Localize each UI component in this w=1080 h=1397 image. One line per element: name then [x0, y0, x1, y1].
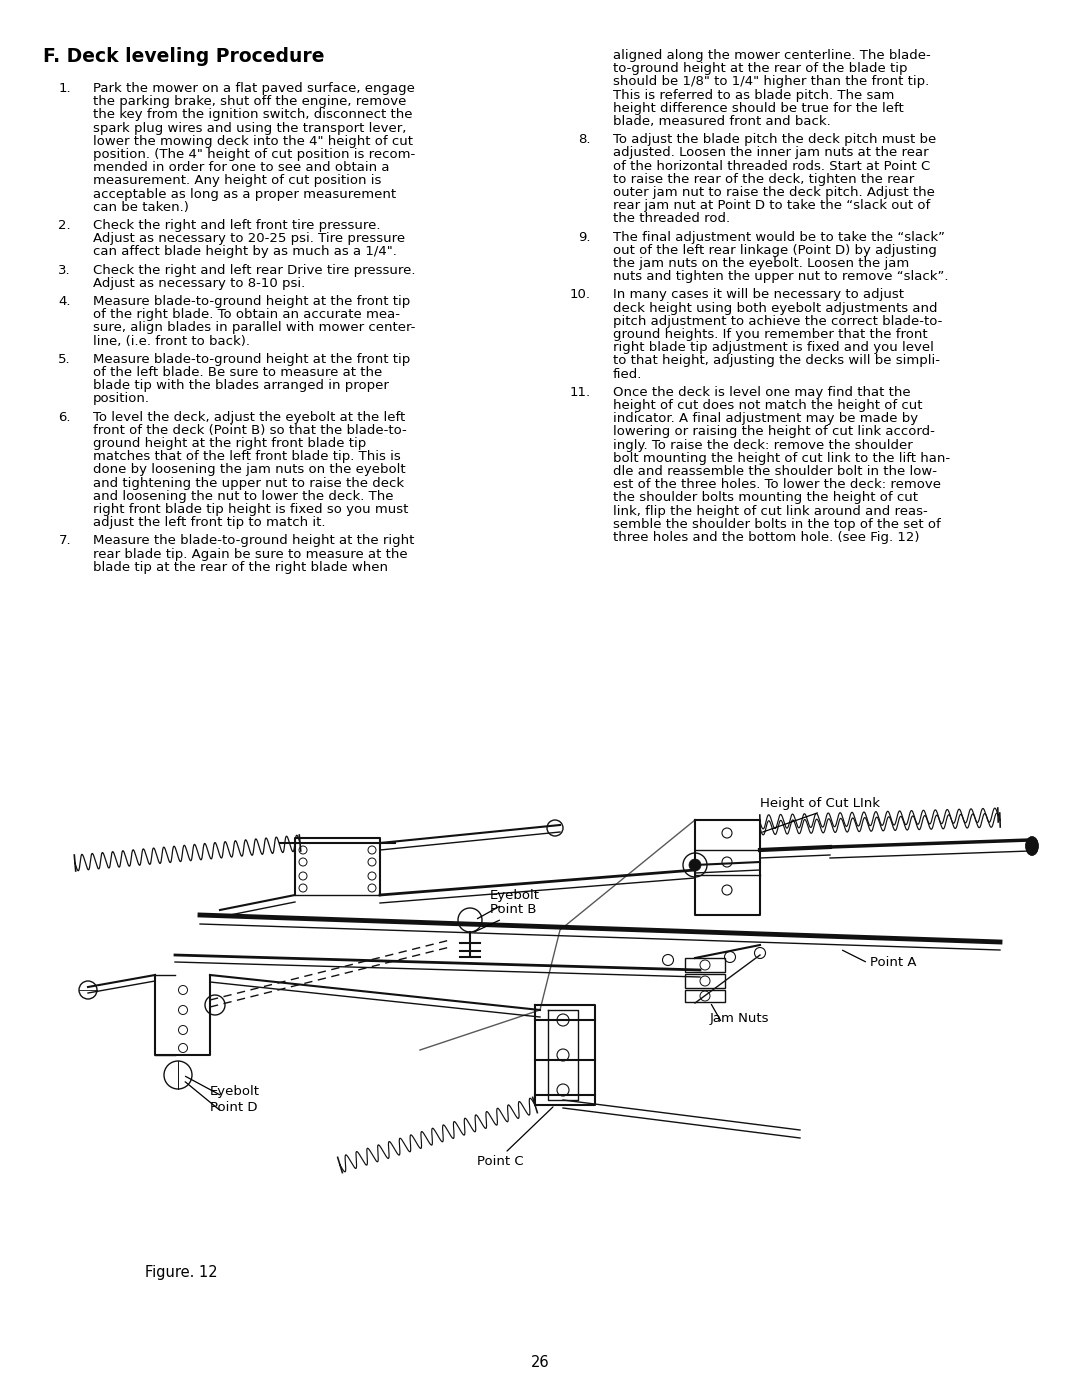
Text: should be 1/8" to 1/4" higher than the front tip.: should be 1/8" to 1/4" higher than the f… — [613, 75, 929, 88]
Text: fied.: fied. — [613, 367, 643, 380]
Text: The final adjustment would be to take the “slack”: The final adjustment would be to take th… — [613, 231, 945, 243]
Text: 7.: 7. — [58, 535, 71, 548]
Text: Jam Nuts: Jam Nuts — [710, 1011, 769, 1025]
Text: 10.: 10. — [570, 288, 591, 302]
Text: 11.: 11. — [570, 386, 591, 398]
Text: Eyebolt: Eyebolt — [490, 888, 540, 902]
Text: Eyebolt: Eyebolt — [210, 1085, 260, 1098]
Text: right front blade tip height is fixed so you must: right front blade tip height is fixed so… — [93, 503, 408, 515]
Text: In many cases it will be necessary to adjust: In many cases it will be necessary to ad… — [613, 288, 904, 302]
Text: Once the deck is level one may find that the: Once the deck is level one may find that… — [613, 386, 910, 398]
Text: the jam nuts on the eyebolt. Loosen the jam: the jam nuts on the eyebolt. Loosen the … — [613, 257, 909, 270]
Text: to that height, adjusting the decks will be simpli-: to that height, adjusting the decks will… — [613, 355, 940, 367]
Text: blade, measured front and back.: blade, measured front and back. — [613, 115, 831, 129]
Text: ingly. To raise the deck: remove the shoulder: ingly. To raise the deck: remove the sho… — [613, 439, 913, 451]
Text: adjusted. Loosen the inner jam nuts at the rear: adjusted. Loosen the inner jam nuts at t… — [613, 147, 929, 159]
Text: line, (i.e. front to back).: line, (i.e. front to back). — [93, 335, 249, 348]
Text: Figure. 12: Figure. 12 — [145, 1266, 218, 1280]
Text: out of the left rear linkage (Point D) by adjusting: out of the left rear linkage (Point D) b… — [613, 244, 936, 257]
Text: Measure the blade-to-ground height at the right: Measure the blade-to-ground height at th… — [93, 535, 415, 548]
Text: of the right blade. To obtain an accurate mea-: of the right blade. To obtain an accurat… — [93, 309, 400, 321]
Text: 5.: 5. — [58, 353, 71, 366]
Text: link, flip the height of cut link around and reas-: link, flip the height of cut link around… — [613, 504, 928, 518]
Text: To adjust the blade pitch the deck pitch must be: To adjust the blade pitch the deck pitch… — [613, 133, 936, 147]
Text: pitch adjustment to achieve the correct blade-to-: pitch adjustment to achieve the correct … — [613, 314, 943, 328]
Text: blade tip with the blades arranged in proper: blade tip with the blades arranged in pr… — [93, 379, 389, 393]
Text: Adjust as necessary to 8-10 psi.: Adjust as necessary to 8-10 psi. — [93, 277, 306, 289]
Text: three holes and the bottom hole. (see Fig. 12): three holes and the bottom hole. (see Fi… — [613, 531, 919, 543]
Circle shape — [689, 859, 701, 870]
Text: mended in order for one to see and obtain a: mended in order for one to see and obtai… — [93, 161, 390, 175]
Text: Point B: Point B — [490, 902, 537, 916]
Text: Measure blade-to-ground height at the front tip: Measure blade-to-ground height at the fr… — [93, 353, 410, 366]
Text: and loosening the nut to lower the deck. The: and loosening the nut to lower the deck.… — [93, 490, 393, 503]
Text: the shoulder bolts mounting the height of cut: the shoulder bolts mounting the height o… — [613, 492, 918, 504]
Text: the key from the ignition switch, disconnect the: the key from the ignition switch, discon… — [93, 109, 413, 122]
Bar — [685, 974, 725, 988]
Text: acceptable as long as a proper measurement: acceptable as long as a proper measureme… — [93, 187, 396, 201]
Text: ground heights. If you remember that the front: ground heights. If you remember that the… — [613, 328, 928, 341]
Text: to-ground height at the rear of the blade tip: to-ground height at the rear of the blad… — [613, 63, 907, 75]
Text: front of the deck (Point B) so that the blade-to-: front of the deck (Point B) so that the … — [93, 423, 407, 437]
Ellipse shape — [1026, 837, 1038, 855]
Text: est of the three holes. To lower the deck: remove: est of the three holes. To lower the dec… — [613, 478, 941, 492]
Text: 6.: 6. — [58, 411, 71, 423]
Text: Point A: Point A — [870, 957, 917, 970]
Text: of the horizontal threaded rods. Start at Point C: of the horizontal threaded rods. Start a… — [613, 159, 930, 173]
Text: Height of Cut LInk: Height of Cut LInk — [760, 798, 880, 810]
Text: and tightening the upper nut to raise the deck: and tightening the upper nut to raise th… — [93, 476, 404, 489]
Text: lowering or raising the height of cut link accord-: lowering or raising the height of cut li… — [613, 426, 935, 439]
Text: 2.: 2. — [58, 219, 71, 232]
Text: sure, align blades in parallel with mower center-: sure, align blades in parallel with mowe… — [93, 321, 416, 334]
Text: matches that of the left front blade tip. This is: matches that of the left front blade tip… — [93, 450, 401, 464]
Text: To level the deck, adjust the eyebolt at the left: To level the deck, adjust the eyebolt at… — [93, 411, 405, 423]
Text: nuts and tighten the upper nut to remove “slack”.: nuts and tighten the upper nut to remove… — [613, 270, 948, 284]
Text: 8.: 8. — [579, 133, 591, 147]
Text: semble the shoulder bolts in the top of the set of: semble the shoulder bolts in the top of … — [613, 518, 941, 531]
Text: can affect blade height by as much as a 1/4".: can affect blade height by as much as a … — [93, 246, 396, 258]
Text: height of cut does not match the height of cut: height of cut does not match the height … — [613, 400, 922, 412]
Text: spark plug wires and using the transport lever,: spark plug wires and using the transport… — [93, 122, 406, 134]
Text: Adjust as necessary to 20-25 psi. Tire pressure: Adjust as necessary to 20-25 psi. Tire p… — [93, 232, 405, 246]
Text: rear jam nut at Point D to take the “slack out of: rear jam nut at Point D to take the “sla… — [613, 200, 930, 212]
Text: dle and reassemble the shoulder bolt in the low-: dle and reassemble the shoulder bolt in … — [613, 465, 937, 478]
Text: 1.: 1. — [58, 82, 71, 95]
Text: height difference should be true for the left: height difference should be true for the… — [613, 102, 904, 115]
Text: deck height using both eyebolt adjustments and: deck height using both eyebolt adjustmen… — [613, 302, 937, 314]
Text: 9.: 9. — [579, 231, 591, 243]
Text: lower the mowing deck into the 4" height of cut: lower the mowing deck into the 4" height… — [93, 134, 413, 148]
Text: rear blade tip. Again be sure to measure at the: rear blade tip. Again be sure to measure… — [93, 548, 407, 560]
Text: Measure blade-to-ground height at the front tip: Measure blade-to-ground height at the fr… — [93, 295, 410, 307]
Text: 3.: 3. — [58, 264, 71, 277]
Text: F. Deck leveling Procedure: F. Deck leveling Procedure — [43, 47, 324, 66]
Text: This is referred to as blade pitch. The sam: This is referred to as blade pitch. The … — [613, 88, 894, 102]
Text: Point D: Point D — [210, 1101, 257, 1113]
Text: blade tip at the rear of the right blade when: blade tip at the rear of the right blade… — [93, 560, 388, 574]
Text: Park the mower on a flat paved surface, engage: Park the mower on a flat paved surface, … — [93, 82, 415, 95]
Text: outer jam nut to raise the deck pitch. Adjust the: outer jam nut to raise the deck pitch. A… — [613, 186, 935, 198]
Text: aligned along the mower centerline. The blade-: aligned along the mower centerline. The … — [613, 49, 931, 61]
Text: the threaded rod.: the threaded rod. — [613, 212, 730, 225]
Text: done by loosening the jam nuts on the eyebolt: done by loosening the jam nuts on the ey… — [93, 464, 406, 476]
Text: of the left blade. Be sure to measure at the: of the left blade. Be sure to measure at… — [93, 366, 382, 379]
Text: Check the right and left rear Drive tire pressure.: Check the right and left rear Drive tire… — [93, 264, 416, 277]
Text: can be taken.): can be taken.) — [93, 201, 189, 214]
Text: position.: position. — [93, 393, 150, 405]
Text: position. (The 4" height of cut position is recom-: position. (The 4" height of cut position… — [93, 148, 415, 161]
Text: ground height at the right front blade tip: ground height at the right front blade t… — [93, 437, 366, 450]
Text: adjust the left front tip to match it.: adjust the left front tip to match it. — [93, 517, 325, 529]
Text: Point C: Point C — [476, 1155, 524, 1168]
Bar — [685, 958, 725, 972]
Text: right blade tip adjustment is fixed and you level: right blade tip adjustment is fixed and … — [613, 341, 934, 355]
Text: bolt mounting the height of cut link to the lift han-: bolt mounting the height of cut link to … — [613, 451, 950, 465]
Text: Check the right and left front tire pressure.: Check the right and left front tire pres… — [93, 219, 380, 232]
Text: to raise the rear of the deck, tighten the rear: to raise the rear of the deck, tighten t… — [613, 173, 915, 186]
Bar — [685, 990, 725, 1002]
Text: measurement. Any height of cut position is: measurement. Any height of cut position … — [93, 175, 381, 187]
Text: 26: 26 — [530, 1355, 550, 1370]
Text: 4.: 4. — [58, 295, 71, 307]
Text: indicator. A final adjustment may be made by: indicator. A final adjustment may be mad… — [613, 412, 918, 425]
Text: the parking brake, shut off the engine, remove: the parking brake, shut off the engine, … — [93, 95, 406, 108]
